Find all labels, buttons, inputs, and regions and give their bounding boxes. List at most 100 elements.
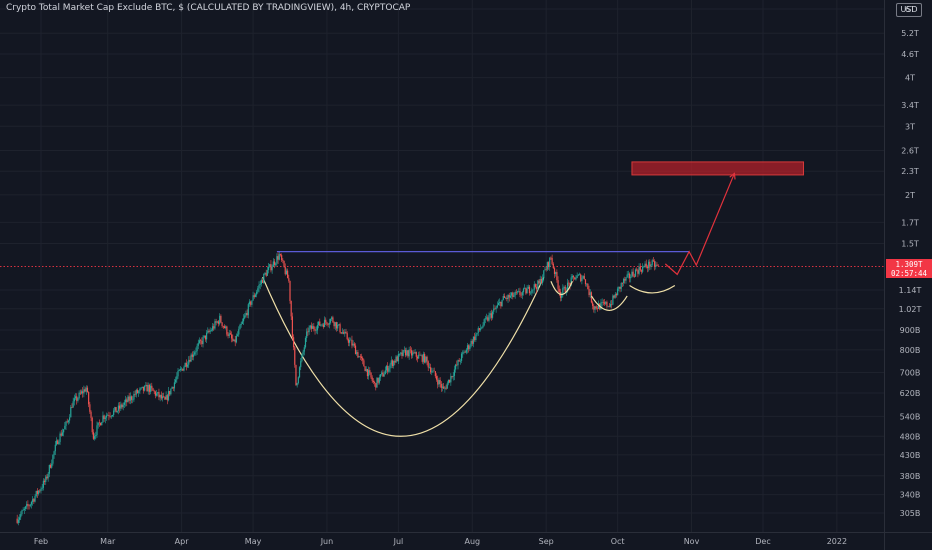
y-tick-label: 305B [900,509,921,518]
candle-body [611,304,613,305]
candle-body [512,292,514,297]
candle-body [216,321,218,323]
candle-body [113,410,115,416]
candle-body [589,292,591,296]
candle-body [614,294,616,298]
candle-body [203,335,205,338]
candle-body [328,322,330,325]
candle-body [406,350,408,356]
candlesticks [16,251,659,526]
candle-body [337,324,339,329]
candle-body [623,279,625,284]
candle-body [59,433,61,442]
candle-body [389,364,391,369]
candle-body [334,322,336,327]
candle-body [489,313,491,316]
y-tick-label: 800B [900,346,921,355]
candle-body [350,339,352,341]
candle-body [89,404,91,412]
candle-body [588,288,590,296]
candle-body [562,287,564,294]
candle-body [619,286,621,289]
x-tick-label: May [245,537,262,546]
candle-body [166,395,168,401]
candle-body [425,356,427,363]
candle-body [185,362,187,367]
candle-body [628,273,631,279]
candle-body [379,374,382,378]
candle-body [135,389,137,395]
candle-body [71,407,73,408]
price-axis[interactable]: 6T 5.2T 4.6T 4T 3.4T 3T 2.6T 2.3T 2T 1.7T 1.5T 1.14… [899,5,922,518]
currency-unit-button[interactable]: USD [896,3,922,17]
candle-body [509,295,512,298]
candle-body [602,302,604,303]
candle-body [409,349,411,351]
candle-body [612,295,614,305]
candle-body [637,270,639,274]
candle-body [95,434,97,437]
candle-body [163,396,165,397]
candle-body [493,308,495,312]
candle-body [447,379,450,384]
candle-body [176,376,178,380]
candle-body [235,335,237,343]
candle-body [252,295,254,301]
candle-body [597,303,600,309]
y-tick-label: 6T [905,5,915,14]
candle-body [519,291,521,295]
candle-body [322,324,324,328]
candle-body [223,326,226,329]
candle-body [288,278,290,281]
candle-body [408,349,410,357]
y-tick-label: 700B [900,368,921,377]
candle-body [338,324,340,325]
candle-body [103,415,105,419]
candle-body [557,280,559,289]
candle-body [27,504,29,506]
candle-body [344,331,346,334]
candle-body [296,382,298,386]
candle-body [400,352,402,354]
candle-body [348,340,351,343]
candle-body [608,306,610,307]
candle-body [173,382,176,389]
candle-body [462,352,464,354]
candle-body [308,327,310,333]
x-tick-label: Apr [175,537,190,546]
candle-body [402,350,404,356]
candle-body [264,272,266,274]
candle-body [320,324,322,326]
candle-body [190,354,192,362]
candle-body [84,389,86,392]
candle-body [335,322,338,329]
candle-body [18,517,21,520]
candle-body [435,376,438,380]
candle-body [577,274,579,276]
candle-body [633,275,635,277]
candle-body [452,375,454,377]
time-axis[interactable]: Feb Mar Apr May Jun Jul Aug Sep Oct Nov Dec 2022 [34,537,847,546]
y-tick-label: 620B [900,389,921,398]
candle-body [207,330,209,333]
candle-body [455,364,457,370]
candle-body [40,488,42,491]
candle-body [238,329,240,335]
candle-body [111,415,114,416]
y-tick-label: 2.3T [901,167,919,176]
candle-body [396,356,398,362]
candle-body [74,396,77,399]
candle-body [443,386,445,389]
candle-body [155,393,158,396]
candle-body [251,300,253,305]
candle-body [313,326,315,329]
candle-body [500,301,502,307]
candle-body [475,334,477,341]
candle-body [495,307,497,309]
candle-body [68,417,71,421]
candle-body [567,282,569,292]
candle-body [644,263,646,267]
candle-body [543,270,545,279]
candle-body [505,297,507,299]
